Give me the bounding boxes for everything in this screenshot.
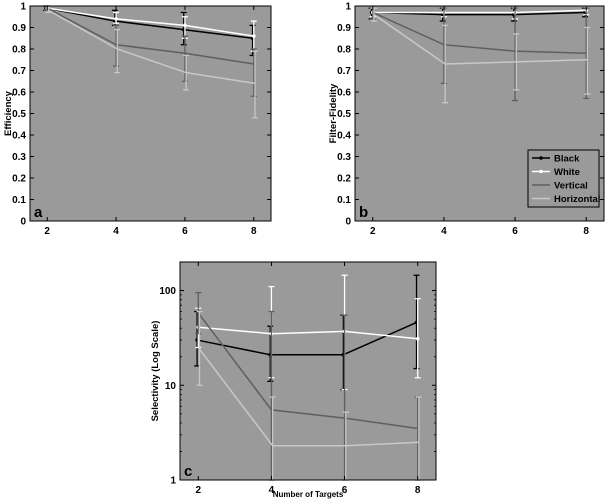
x-tick-label: 2 bbox=[44, 226, 50, 237]
series-line bbox=[48, 9, 256, 85]
series-line bbox=[373, 13, 588, 65]
panel-a: 0 0.1 0.2 0.3 0.4 0.5 0.6 0.7 0.8 0.9 1 2 4 6 8 Efficie… bbox=[3, 2, 272, 237]
x-tick-label: 4 bbox=[269, 485, 275, 496]
legend-marker bbox=[539, 156, 543, 160]
y-tick-label: 1 bbox=[20, 2, 26, 13]
y-tick-label: 0.4 bbox=[337, 131, 351, 142]
series-vertical bbox=[44, 5, 257, 97]
legend-label: White bbox=[554, 167, 580, 178]
y-tick-label: 0.5 bbox=[12, 109, 26, 120]
y-tick-label: 0.7 bbox=[12, 66, 26, 77]
y-tick-label: 0.6 bbox=[337, 88, 351, 99]
legend: Black White Vertical Horizontal bbox=[527, 149, 600, 208]
panel-label: b bbox=[359, 204, 368, 221]
series-horizontal bbox=[45, 7, 258, 119]
series-line bbox=[46, 7, 254, 65]
y-axis-label: Efficiency bbox=[3, 90, 14, 136]
y-tick-label: 0.2 bbox=[337, 174, 351, 185]
data-point bbox=[415, 336, 420, 341]
legend-label: Horizontal bbox=[554, 194, 600, 205]
legend-label: Vertical bbox=[554, 181, 588, 192]
x-tick-label: 4 bbox=[441, 226, 447, 237]
x-tick-label: 6 bbox=[182, 226, 188, 237]
series-line bbox=[372, 11, 587, 55]
series-line bbox=[198, 348, 419, 447]
x-tick-label: 2 bbox=[196, 485, 202, 496]
x-tick-label: 6 bbox=[342, 485, 348, 496]
y-tick-label: 0.9 bbox=[337, 23, 351, 34]
y-tick-label: 0.2 bbox=[12, 174, 26, 185]
y-axis-label: Selectivity (Log Scale) bbox=[150, 321, 161, 422]
y-axis-label: Filter-Fidelity bbox=[328, 83, 339, 143]
legend-label: Black bbox=[554, 154, 580, 165]
x-tick-label: 8 bbox=[583, 226, 589, 237]
y-tick-label: 0 bbox=[345, 217, 351, 228]
plot-area bbox=[180, 262, 436, 480]
data-point bbox=[251, 34, 256, 38]
series-line bbox=[196, 321, 417, 356]
y-tick-label: 0.1 bbox=[337, 195, 351, 206]
y-tick-label: 0.4 bbox=[12, 131, 26, 142]
data-point bbox=[114, 17, 118, 21]
x-axis-label: Number of Targets bbox=[273, 490, 344, 499]
series-line bbox=[372, 9, 587, 14]
y-tick-label: 0 bbox=[20, 217, 26, 228]
series-line bbox=[371, 11, 586, 16]
series-horizontal bbox=[196, 310, 422, 481]
series-line bbox=[197, 312, 418, 430]
legend-box bbox=[527, 149, 600, 208]
x-tick-label: 6 bbox=[512, 226, 518, 237]
y-tick-label: 10 bbox=[165, 381, 177, 392]
panel-label: c bbox=[184, 463, 192, 480]
series-vertical bbox=[369, 7, 590, 102]
y-tick-label: 0.6 bbox=[12, 88, 26, 99]
series-line bbox=[45, 7, 253, 39]
x-tick-label: 8 bbox=[415, 485, 421, 496]
y-tick-label: 0.3 bbox=[337, 152, 351, 163]
y-tick-label: 0.8 bbox=[337, 45, 351, 56]
panel-c: 1 10 100 2 4 6 8 Selectivity (Log Scale) Number … bbox=[150, 261, 437, 499]
x-tick-label: 4 bbox=[113, 226, 119, 237]
series-black bbox=[194, 274, 420, 391]
y-tick-label: 100 bbox=[159, 286, 176, 297]
panel-label: a bbox=[34, 204, 43, 221]
series-line bbox=[47, 7, 254, 37]
y-tick-label: 0.3 bbox=[12, 152, 26, 163]
series-horizontal bbox=[370, 7, 591, 104]
y-tick-label: 0.1 bbox=[12, 195, 26, 206]
plot-frame bbox=[179, 261, 437, 481]
legend-marker bbox=[539, 169, 543, 174]
data-point bbox=[183, 23, 187, 28]
series-white bbox=[44, 5, 257, 52]
series-line bbox=[198, 326, 418, 340]
y-tick-label: 0.8 bbox=[12, 45, 26, 56]
y-tick-label: 0.9 bbox=[12, 23, 26, 34]
x-tick-label: 8 bbox=[251, 226, 257, 237]
plot-area bbox=[30, 6, 271, 221]
y-tick-label: 0.7 bbox=[337, 66, 351, 77]
y-tick-label: 0.5 bbox=[337, 109, 351, 120]
x-tick-label: 2 bbox=[370, 226, 376, 237]
panel-b: 0 0.1 0.2 0.3 0.4 0.5 0.6 0.7 0.8 0.9 1 2 4 6 8 Filter-… bbox=[328, 2, 605, 237]
y-tick-label: 1 bbox=[170, 476, 176, 487]
y-tick-label: 1 bbox=[345, 2, 351, 13]
